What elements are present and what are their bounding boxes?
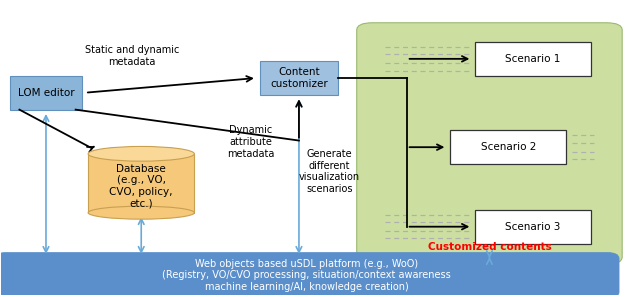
FancyBboxPatch shape xyxy=(0,252,619,297)
FancyBboxPatch shape xyxy=(475,42,591,76)
Text: Generate
different
visualization
scenarios: Generate different visualization scenari… xyxy=(299,149,360,194)
FancyBboxPatch shape xyxy=(260,61,338,95)
Text: Scenario 1: Scenario 1 xyxy=(505,54,561,64)
Text: Customized contents: Customized contents xyxy=(428,242,552,252)
Polygon shape xyxy=(88,154,194,213)
Text: Scenario 3: Scenario 3 xyxy=(505,222,561,232)
FancyBboxPatch shape xyxy=(357,23,622,264)
Text: LOM editor: LOM editor xyxy=(18,88,74,98)
Text: Dynamic
attribute
metadata: Dynamic attribute metadata xyxy=(227,125,274,159)
Text: Web objects based uSDL platform (e.g., WoO)
(Registry, VO/CVO processing, situat: Web objects based uSDL platform (e.g., W… xyxy=(162,259,451,292)
Text: Static and dynamic
metadata: Static and dynamic metadata xyxy=(85,45,179,67)
Text: Content
customizer: Content customizer xyxy=(270,67,328,89)
Text: Scenario 2: Scenario 2 xyxy=(481,142,536,152)
FancyBboxPatch shape xyxy=(451,130,566,164)
Ellipse shape xyxy=(88,146,194,161)
FancyBboxPatch shape xyxy=(10,76,82,110)
Text: Database
(e.g., VO,
CVO, policy,
etc.): Database (e.g., VO, CVO, policy, etc.) xyxy=(110,164,173,208)
FancyBboxPatch shape xyxy=(475,210,591,244)
Ellipse shape xyxy=(88,206,194,219)
